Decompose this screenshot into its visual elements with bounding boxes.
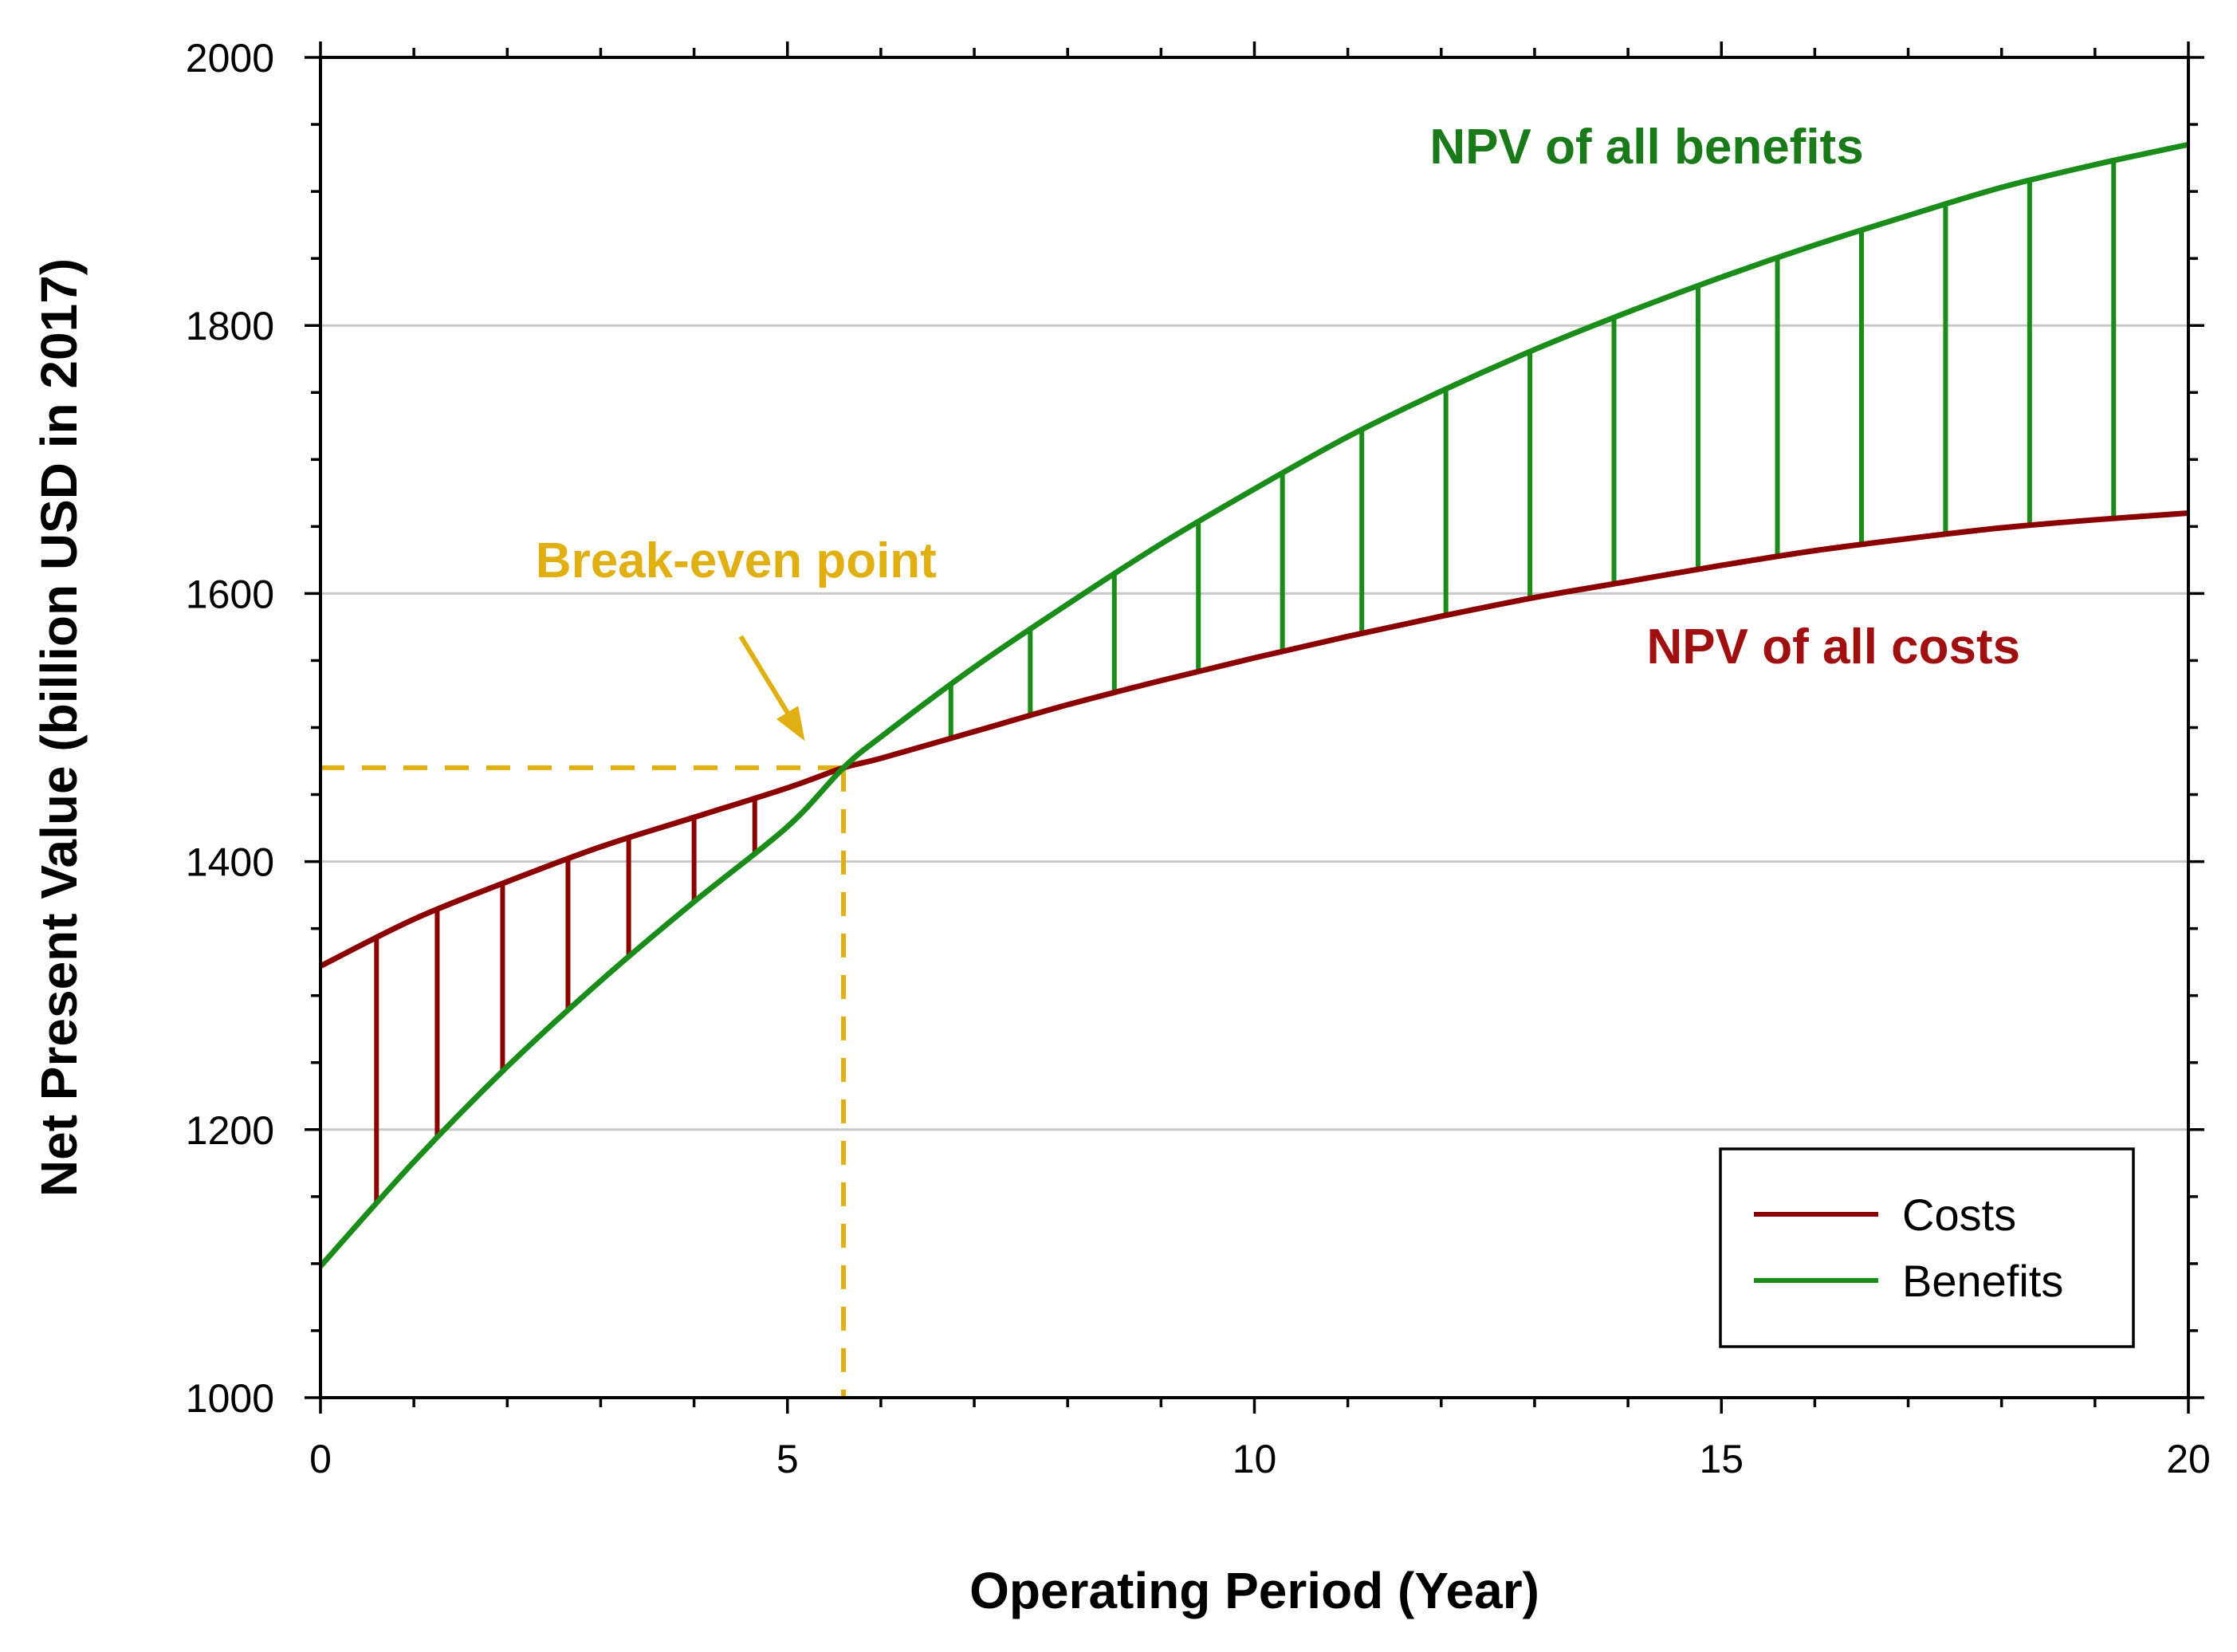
break-even-arrow bbox=[738, 635, 805, 741]
x-tick-label-15: 15 bbox=[1699, 1437, 1744, 1481]
x-tick-label-20: 20 bbox=[2166, 1437, 2211, 1481]
x-axis-title: Operating Period (Year) bbox=[969, 1562, 1539, 1619]
y-tick-label-1000: 1000 bbox=[186, 1376, 274, 1421]
legend-box bbox=[1719, 1147, 2135, 1348]
legend: Costs Benefits bbox=[1719, 1147, 2135, 1348]
y-tick-label-2000: 2000 bbox=[186, 36, 274, 81]
legend-label-benefits: Benefits bbox=[1902, 1256, 2063, 1306]
y-tick-label-1400: 1400 bbox=[186, 840, 274, 885]
y-tick-label-1600: 1600 bbox=[186, 572, 274, 616]
series-line-benefits bbox=[318, 141, 2189, 1268]
x-tick-label-0: 0 bbox=[309, 1437, 332, 1481]
benefits-annotation: NPV of all benefits bbox=[1429, 120, 1863, 175]
arrow-head bbox=[776, 706, 805, 741]
legend-label-costs: Costs bbox=[1902, 1190, 2016, 1240]
costs-annotation: NPV of all costs bbox=[1647, 620, 2021, 675]
break-even-annotation: Break-even point bbox=[536, 533, 937, 588]
break-even-guides bbox=[320, 765, 847, 1398]
axis-tick-labels: 1000 1200 1400 1600 1800 2000 0 5 10 15 20 bbox=[186, 36, 2211, 1481]
gridlines bbox=[320, 324, 2188, 1131]
series-lines bbox=[318, 141, 2189, 1268]
axis-ticks bbox=[305, 41, 2204, 1414]
x-tick-label-5: 5 bbox=[776, 1437, 799, 1481]
x-tick-label-10: 10 bbox=[1233, 1437, 1277, 1481]
series-line-costs bbox=[319, 510, 2189, 969]
difference-lines bbox=[374, 160, 2117, 1204]
y-tick-label-1200: 1200 bbox=[186, 1108, 274, 1153]
y-axis-title: Net Present Value (billion USD in 2017) bbox=[30, 258, 88, 1197]
y-tick-label-1800: 1800 bbox=[186, 304, 274, 348]
